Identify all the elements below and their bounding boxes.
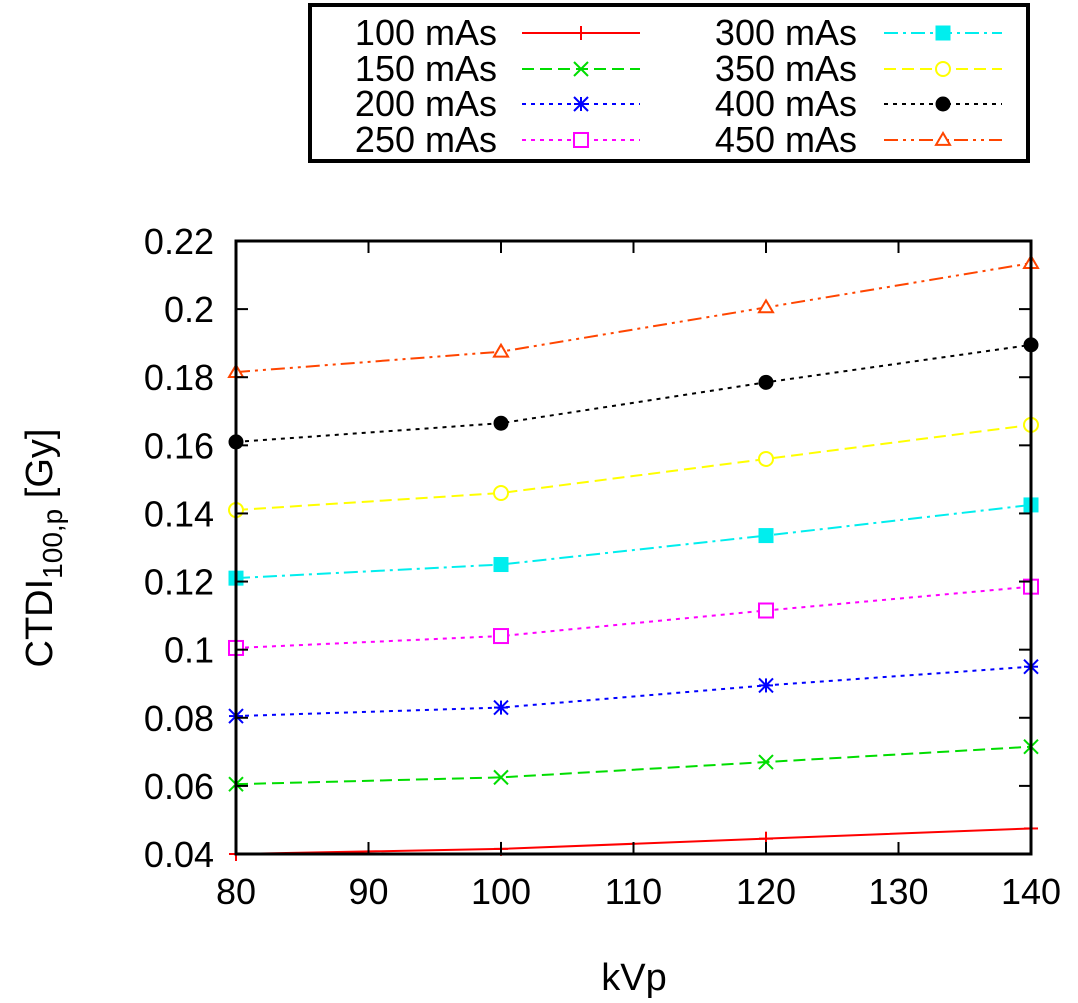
y-tick-label: 0.12 xyxy=(144,562,214,603)
data-point-150-mas xyxy=(493,769,509,786)
plot-area: 80 90 100 110 120 130 140 0.04 0.06 0.08 0.1 0.12 0.… xyxy=(144,221,1061,912)
series-350-mas xyxy=(228,416,1039,519)
y-axis-title-unit: [Gy] xyxy=(19,429,61,509)
data-point-200-mas xyxy=(493,699,509,716)
y-axis-title-subscript: 100,p xyxy=(37,509,68,579)
series-line-350-mas xyxy=(235,423,1032,512)
data-point-400-mas xyxy=(493,415,509,431)
data-point-350-mas xyxy=(493,485,509,502)
series-400-mas xyxy=(228,337,1039,450)
legend-label: 150 mAs xyxy=(355,48,497,89)
legend-marker xyxy=(573,61,589,77)
series-300-mas xyxy=(228,497,1039,586)
legend-marker xyxy=(574,26,588,40)
x-tick-label: 90 xyxy=(348,871,388,912)
y-tick-label: 0.1 xyxy=(164,630,214,671)
x-tick-label: 120 xyxy=(736,871,796,912)
data-point-200-mas xyxy=(758,677,774,694)
legend-item-250-mas: 250 mAs xyxy=(355,119,640,160)
data-point-400-mas xyxy=(758,374,774,390)
data-point-300-mas xyxy=(758,528,774,544)
legend-marker xyxy=(935,61,951,77)
series-line-150-mas xyxy=(235,745,1032,786)
legend-item-350-mas: 350 mAs xyxy=(715,48,1002,89)
data-point-450-mas xyxy=(757,298,775,314)
y-tick-label: 0.18 xyxy=(144,357,214,398)
series-450-mas xyxy=(227,254,1040,379)
series-line-250-mas xyxy=(235,585,1032,649)
data-point-150-mas xyxy=(758,754,774,770)
legend-label: 350 mAs xyxy=(715,48,857,89)
series-150-mas xyxy=(228,739,1039,792)
legend-label: 250 mAs xyxy=(355,119,497,160)
legend-marker xyxy=(935,25,951,41)
y-tick-label: 0.14 xyxy=(144,493,214,534)
series-line-300-mas xyxy=(235,503,1032,580)
legend-label: 400 mAs xyxy=(715,83,857,124)
legend-label: 450 mAs xyxy=(715,119,857,160)
data-point-350-mas xyxy=(758,450,774,467)
legend-item-200-mas: 200 mAs xyxy=(355,83,640,124)
legend-item-400-mas: 400 mAs xyxy=(715,83,1002,124)
legend-label: 100 mAs xyxy=(355,12,497,53)
x-tick-label: 140 xyxy=(1001,871,1061,912)
x-tick-label: 110 xyxy=(605,871,662,912)
y-tick-label: 0.08 xyxy=(144,698,214,739)
data-point-300-mas xyxy=(493,557,509,573)
y-tick-label: 0.22 xyxy=(144,221,214,262)
legend-label: 300 mAs xyxy=(715,12,857,53)
x-axis-title: kVp xyxy=(601,957,666,999)
x-tick-label: 80 xyxy=(216,871,256,912)
y-axis-title-main: CTDI xyxy=(19,579,61,668)
legend-item-300-mas: 300 mAs xyxy=(715,12,1002,53)
y-tick-label: 0.2 xyxy=(164,289,214,330)
series-line-400-mas xyxy=(235,343,1032,443)
y-tick-label: 0.04 xyxy=(144,834,214,875)
y-axis-title: CTDI100,p [Gy] xyxy=(19,429,68,668)
legend-box xyxy=(308,3,1030,163)
legend-marker xyxy=(573,132,589,148)
series-250-mas xyxy=(228,578,1039,656)
data-point-250-mas xyxy=(758,602,774,619)
data-point-450-mas xyxy=(492,342,510,358)
legend-marker xyxy=(934,131,952,146)
data-point-250-mas xyxy=(493,628,509,645)
series-200-mas xyxy=(228,658,1039,724)
plot-frame xyxy=(234,239,1033,856)
legend-marker xyxy=(935,96,951,112)
legend-item-150-mas: 150 mAs xyxy=(355,48,640,89)
legend-label: 200 mAs xyxy=(355,83,497,124)
series-line-450-mas xyxy=(235,262,1032,374)
y-tick-label: 0.06 xyxy=(144,766,214,807)
x-tick-label: 100 xyxy=(471,871,531,912)
series-line-200-mas xyxy=(235,665,1032,718)
x-tick-label: 130 xyxy=(868,871,928,912)
legend-marker xyxy=(573,96,589,112)
legend-item-450-mas: 450 mAs xyxy=(715,119,1002,160)
legend-item-100-mas: 100 mAs xyxy=(355,12,640,53)
y-tick-label: 0.16 xyxy=(144,425,214,466)
